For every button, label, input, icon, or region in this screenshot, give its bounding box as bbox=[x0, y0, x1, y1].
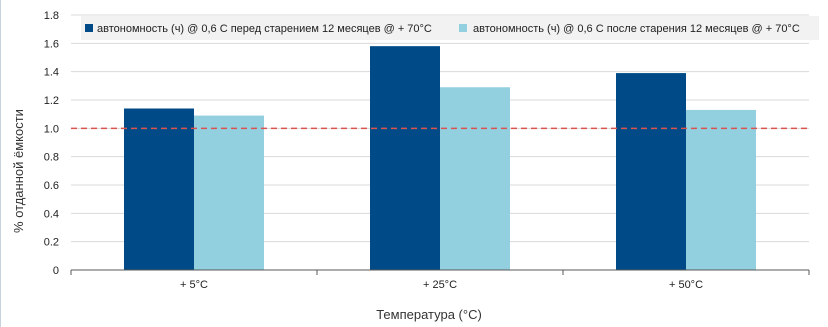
axes bbox=[70, 269, 810, 275]
y-tick-label: 0 bbox=[53, 265, 59, 277]
bar-after-1 bbox=[440, 87, 510, 270]
legend-label-before: автономность (ч) @ 0,6 C перед старением… bbox=[97, 23, 432, 35]
y-tick-label: 1.8 bbox=[44, 10, 59, 22]
bar-after-0 bbox=[194, 115, 264, 270]
x-tick-labels: + 5°C + 25°C + 50°C bbox=[180, 279, 703, 291]
legend: автономность (ч) @ 0,6 C перед старением… bbox=[81, 16, 819, 40]
bar-before-2 bbox=[616, 73, 686, 270]
x-tick-label: + 50°C bbox=[669, 279, 703, 291]
x-tick-label: + 5°C bbox=[180, 279, 208, 291]
legend-swatch-after bbox=[459, 24, 467, 32]
legend-background bbox=[81, 16, 819, 40]
y-tick-label: 0.2 bbox=[44, 237, 59, 249]
y-tick-label: 1.6 bbox=[44, 38, 59, 50]
y-tick-label: 1.0 bbox=[44, 123, 59, 135]
y-axis-title: % отданной ёмкости bbox=[11, 109, 26, 233]
y-tick-label: 0.8 bbox=[44, 152, 59, 164]
bars bbox=[124, 46, 756, 271]
y-tick-label: 1.4 bbox=[44, 67, 59, 79]
y-tick-label: 0.6 bbox=[44, 180, 59, 192]
bar-after-2 bbox=[686, 109, 756, 271]
bar-before-1 bbox=[370, 46, 440, 270]
y-tick-label: 1.2 bbox=[44, 95, 59, 107]
x-tick-label: + 25°C bbox=[423, 279, 457, 291]
y-tick-label: 0.4 bbox=[44, 208, 59, 220]
x-axis-title: Температура (°C) bbox=[376, 307, 482, 322]
y-tick-labels: 0 0.2 0.4 0.6 0.8 1.0 1.2 1.4 1.6 1.8 bbox=[44, 10, 59, 277]
legend-label-after: автономность (ч) @ 0,6 C после старения … bbox=[473, 23, 800, 35]
legend-swatch-before bbox=[85, 24, 93, 32]
bar-before-0 bbox=[124, 108, 194, 270]
